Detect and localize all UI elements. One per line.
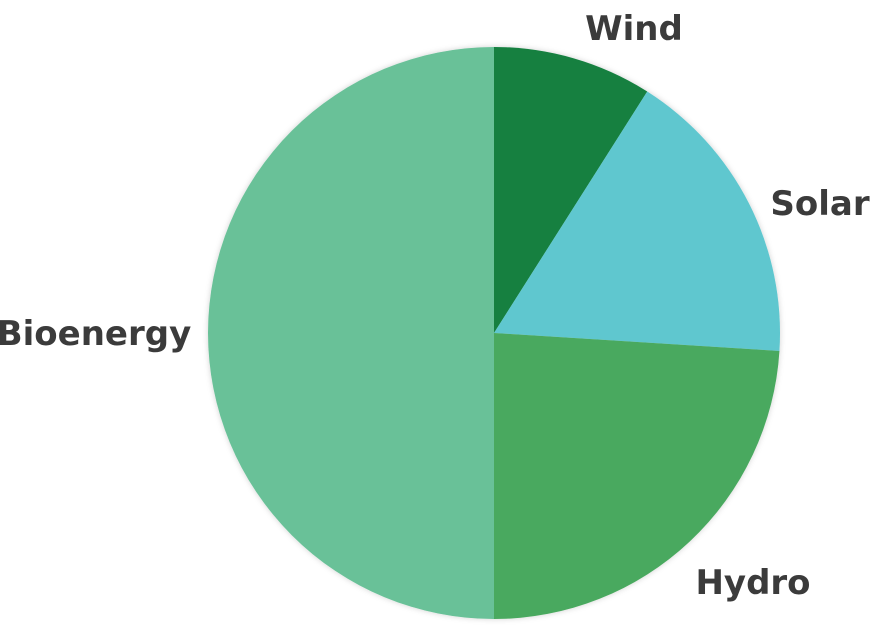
pie-label-bioenergy: Bioenergy [0,314,191,354]
pie-label-wind: Wind [585,9,683,49]
pie-slices [208,47,781,619]
pie-labels: Wind Solar Hydro Bioenergy [0,9,870,603]
pie-label-solar: Solar [770,184,869,224]
pie-slice-solar [494,91,781,351]
pie-slice-bioenergy [208,47,494,619]
pie-slice-wind [494,47,648,333]
pie-slice-hydro [494,333,780,619]
pie-label-hydro: Hydro [695,563,810,603]
